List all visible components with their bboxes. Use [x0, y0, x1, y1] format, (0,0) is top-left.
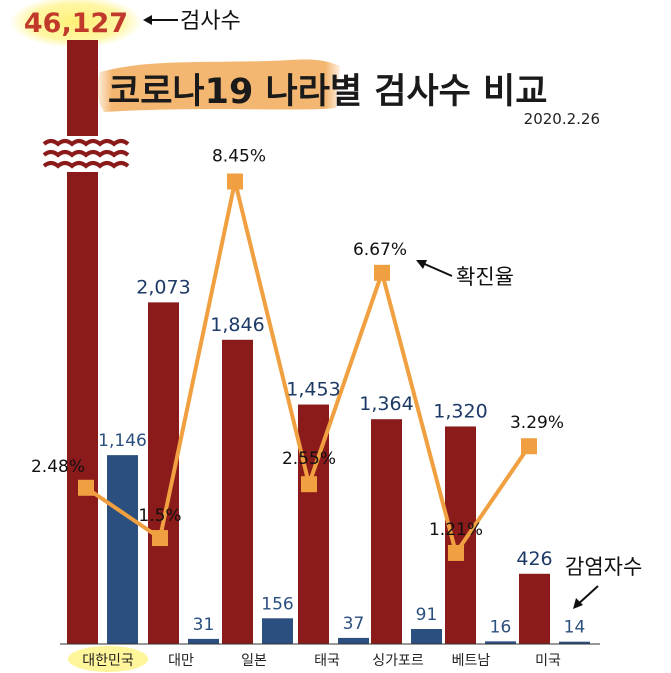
label-infected-2: 156: [261, 594, 293, 614]
rate-point-0: [78, 479, 94, 496]
rate-point-1: [152, 530, 168, 547]
title-brush: [97, 59, 340, 112]
label-tests-2: 1,846: [210, 314, 264, 336]
bar-infected-5: [485, 641, 516, 644]
bar-tests-6: [519, 573, 550, 644]
axis-break-wave-0: [42, 139, 130, 147]
rate-label-0: 2.48%: [31, 457, 85, 477]
annotation-infected: 감염자수: [565, 555, 642, 609]
category-label-0: 대한민국: [82, 653, 134, 669]
annotation-rate-arrowhead: [416, 260, 427, 269]
rate-label-2: 8.45%: [212, 147, 266, 167]
annotation-rate: 확진율: [416, 260, 514, 289]
bar-tests-4: [371, 419, 402, 644]
rate-point-3: [301, 476, 317, 493]
rate-label-3: 2.55%: [282, 449, 336, 469]
label-infected-3: 37: [343, 614, 365, 634]
label-tests-4: 1,364: [359, 393, 413, 415]
category-label-1: 대만: [168, 653, 194, 669]
label-tests-6: 426: [516, 548, 552, 570]
label-infected-0: 1,146: [98, 431, 147, 451]
label-tests-0: 46,127: [24, 8, 128, 39]
bar-tests-2: [222, 339, 253, 644]
chart-title: 코로나19 나라별 검사수 비교: [108, 72, 547, 112]
bar-infected-4: [411, 629, 442, 644]
axis-break-wave-2: [42, 161, 130, 169]
bar-tests-0: [67, 40, 98, 644]
category-label-5: 베트남: [452, 653, 491, 669]
label-tests-5: 1,320: [433, 400, 487, 422]
label-tests-1: 2,073: [136, 276, 190, 298]
category-label-6: 미국: [535, 653, 561, 669]
annotation-rate-label: 확진율: [456, 265, 514, 289]
rate-label-6: 3.29%: [510, 413, 564, 433]
label-infected-5: 16: [490, 617, 512, 637]
annotation-infected-arrowhead: [573, 598, 583, 609]
bar-infected-2: [262, 618, 293, 644]
label-infected-1: 31: [193, 615, 215, 635]
category-label-2: 일본: [241, 653, 267, 669]
label-infected-4: 91: [416, 605, 438, 625]
annotation-rate-arrow: [419, 261, 453, 277]
bar-infected-0: [107, 455, 138, 644]
rate-point-4: [374, 264, 390, 281]
korea-total-highlight: [10, 0, 142, 48]
bar-infected-1: [188, 638, 219, 644]
category-highlight: [68, 646, 148, 672]
bar-infected-3: [338, 637, 369, 644]
annotation-tests: 검사수: [143, 9, 241, 34]
annotation-tests-arrowhead: [143, 15, 152, 25]
label-tests-3: 1,453: [286, 379, 340, 401]
rate-label-1: 1.5%: [138, 506, 181, 526]
rate-point-2: [227, 173, 243, 190]
axis-break-wave-1: [42, 150, 130, 158]
chart-subtitle: 2020.2.26: [524, 110, 600, 128]
rate-label-5: 1.21%: [429, 520, 483, 540]
bar-infected-6: [559, 641, 590, 644]
rate-label-4: 6.67%: [353, 240, 407, 260]
axis-break: [42, 136, 132, 172]
rate-point-5: [448, 544, 464, 561]
label-infected-6: 14: [564, 618, 586, 638]
rate-point-6: [521, 438, 537, 455]
category-label-3: 태국: [314, 653, 340, 669]
annotation-tests-label: 검사수: [180, 9, 241, 34]
category-label-4: 싱가포르: [372, 653, 424, 669]
annotation-infected-label: 감염자수: [565, 555, 642, 579]
